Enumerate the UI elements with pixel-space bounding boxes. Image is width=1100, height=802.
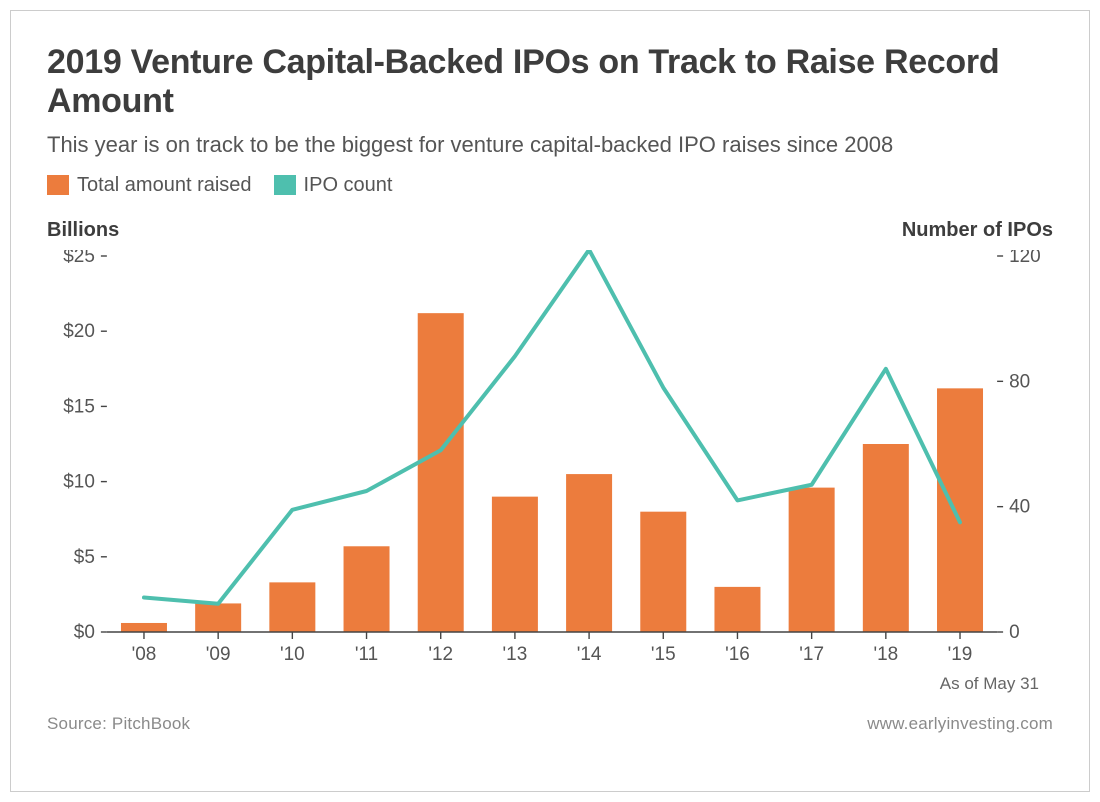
- legend-swatch-bars: [47, 175, 69, 195]
- svg-text:$0: $0: [74, 622, 95, 643]
- svg-text:'16: '16: [725, 644, 750, 665]
- svg-text:'09: '09: [206, 644, 231, 665]
- svg-text:0: 0: [1009, 622, 1020, 643]
- svg-text:'15: '15: [651, 644, 676, 665]
- website-label: www.earlyinvesting.com: [867, 714, 1053, 734]
- footnote: As of May 31: [47, 674, 1053, 694]
- svg-text:'08: '08: [132, 644, 157, 665]
- chart-svg: $0 $5 $10 $15 $20 $25 0 40 80 120 '08 '09 '10 '11 '12 '…: [47, 250, 1053, 670]
- svg-text:$20: $20: [63, 321, 95, 342]
- svg-text:'17: '17: [799, 644, 824, 665]
- svg-text:$25: $25: [63, 250, 95, 267]
- svg-text:'18: '18: [873, 644, 898, 665]
- svg-text:$15: $15: [63, 396, 95, 417]
- svg-text:'14: '14: [577, 644, 602, 665]
- legend-swatch-line: [274, 175, 296, 195]
- chart-title: 2019 Venture Capital-Backed IPOs on Trac…: [47, 43, 1053, 121]
- svg-text:$10: $10: [63, 471, 95, 492]
- axis-left-title: Billions: [47, 219, 119, 242]
- legend-label-bars: Total amount raised: [77, 174, 252, 197]
- legend-label-line: IPO count: [304, 174, 393, 197]
- chart-area: $0 $5 $10 $15 $20 $25 0 40 80 120 '08 '09 '10 '11 '12 '…: [47, 250, 1053, 670]
- legend: Total amount raised IPO count: [47, 174, 1053, 197]
- footer: Source: PitchBook www.earlyinvesting.com: [47, 714, 1053, 734]
- svg-text:120: 120: [1009, 250, 1041, 267]
- svg-text:$5: $5: [74, 547, 95, 568]
- svg-text:'11: '11: [355, 644, 378, 665]
- legend-item-bars: Total amount raised: [47, 174, 252, 197]
- chart-subtitle: This year is on track to be the biggest …: [47, 131, 1053, 160]
- axis-titles: Billions Number of IPOs: [47, 219, 1053, 246]
- svg-text:80: 80: [1009, 371, 1030, 392]
- svg-text:'19: '19: [948, 644, 973, 665]
- axis-right-title: Number of IPOs: [902, 219, 1053, 242]
- source-label: Source: PitchBook: [47, 714, 190, 734]
- legend-item-line: IPO count: [274, 174, 393, 197]
- svg-text:'13: '13: [503, 644, 528, 665]
- svg-text:40: 40: [1009, 496, 1030, 517]
- svg-text:'12: '12: [428, 644, 453, 665]
- svg-text:'10: '10: [280, 644, 305, 665]
- chart-frame: 2019 Venture Capital-Backed IPOs on Trac…: [10, 10, 1090, 792]
